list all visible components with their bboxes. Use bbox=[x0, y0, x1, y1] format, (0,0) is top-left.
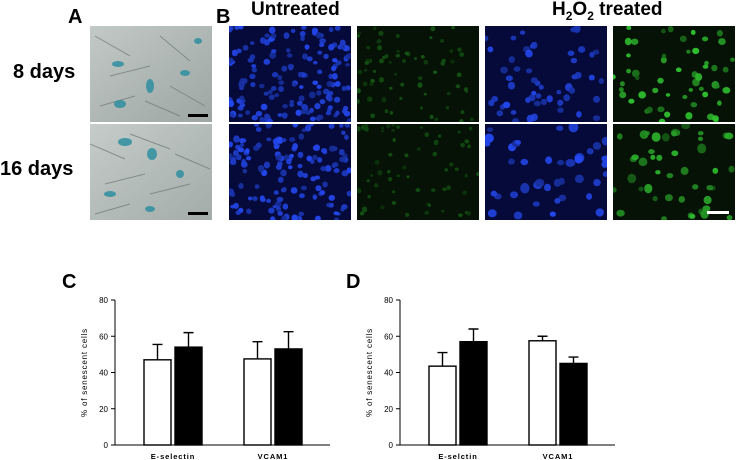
chart-d-y-tick-label: 20 bbox=[384, 405, 393, 414]
chart-d-bar bbox=[528, 340, 557, 446]
chart-d-y-axis-label: % of senescent cells bbox=[365, 328, 374, 417]
chart-c: 0 20 40 60 80 % of senescent cells E-selectin V… bbox=[80, 296, 330, 460]
chart-d-y-tick-label: 80 bbox=[384, 296, 393, 305]
column-title-untreated: Untreated bbox=[251, 0, 340, 20]
micrograph-b-8-days-untreated-dapi bbox=[229, 26, 351, 122]
chart-d-error-bar bbox=[537, 335, 548, 341]
chart-c-y-axis-label: % of senescent cells bbox=[80, 328, 89, 417]
micrograph-b-8-days-treated-dapi bbox=[485, 26, 607, 122]
panel-label-a: A bbox=[68, 6, 83, 28]
chart-d-error-bar bbox=[568, 356, 579, 364]
chart-c-category-label: E-selectin bbox=[151, 452, 195, 460]
chart-c-y-tick-label: 40 bbox=[99, 369, 108, 378]
micrograph-b-8-days-untreated-green bbox=[357, 26, 479, 122]
panel-label-c: C bbox=[62, 271, 77, 293]
micrograph-b-16-days-treated-dapi bbox=[485, 124, 607, 220]
panel-label-d: D bbox=[346, 271, 361, 293]
chart-d-error-bar bbox=[437, 351, 448, 367]
chart-c-y-tick-label: 60 bbox=[99, 332, 108, 341]
chart-d-bar bbox=[559, 362, 588, 446]
chart-d-category-label: E-selctin bbox=[438, 452, 477, 460]
panel-label-b: B bbox=[216, 6, 231, 28]
chart-d-y-tick-label: 40 bbox=[384, 369, 393, 378]
row-label-16-days: 16 days bbox=[0, 158, 74, 180]
row-label-8-days: 8 days bbox=[13, 61, 76, 83]
micrograph-b-16-days-untreated-dapi bbox=[229, 124, 351, 220]
chart-c-bar bbox=[174, 346, 203, 446]
micrograph-a-8-days bbox=[90, 26, 212, 122]
micrograph-b-16-days-treated-green bbox=[613, 124, 735, 220]
chart-d: 0 20 40 60 80 % of senescent cells E-selctin VC… bbox=[365, 296, 615, 460]
chart-c-error-bar bbox=[252, 340, 263, 359]
chart-c-y-tick-label: 20 bbox=[99, 405, 108, 414]
micrograph-b-16-days-untreated-green bbox=[357, 124, 479, 220]
chart-d-category-label: VCAM1 bbox=[543, 452, 574, 460]
chart-c-y-tick-label: 0 bbox=[104, 441, 109, 450]
chart-c-bar bbox=[143, 359, 172, 446]
chart-c-category-label: VCAM1 bbox=[258, 452, 289, 460]
chart-d-bar bbox=[459, 340, 488, 446]
column-title-h2o2-treated: H2O2 treated bbox=[552, 0, 663, 23]
micrograph-a-16-days bbox=[90, 124, 212, 220]
chart-d-y-tick-label: 0 bbox=[389, 441, 394, 450]
chart-d-error-bar bbox=[468, 328, 479, 342]
chart-c-error-bar bbox=[183, 331, 194, 348]
chart-c-error-bar bbox=[283, 331, 294, 349]
chart-d-y-tick-label: 60 bbox=[384, 332, 393, 341]
chart-c-error-bar bbox=[152, 343, 163, 360]
chart-c-y-tick-label: 80 bbox=[99, 296, 108, 305]
chart-d-bar bbox=[428, 365, 457, 446]
chart-c-bar bbox=[274, 348, 303, 446]
micrograph-b-8-days-treated-green bbox=[613, 26, 735, 122]
chart-c-bar bbox=[243, 358, 272, 446]
